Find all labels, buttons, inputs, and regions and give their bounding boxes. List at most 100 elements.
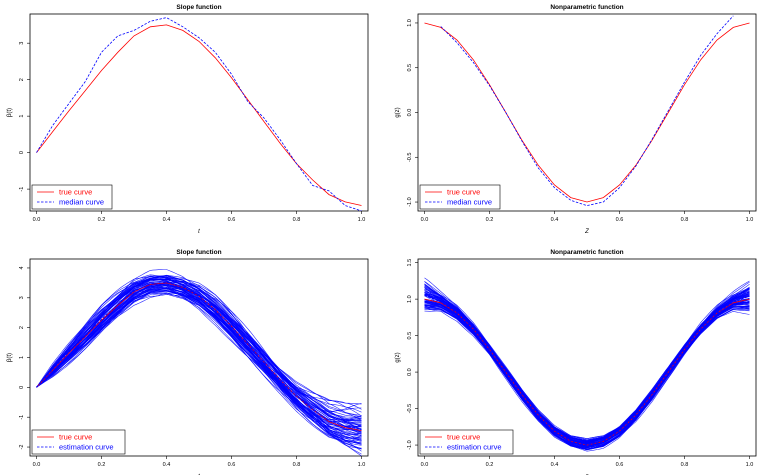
x-tick-label: 0.8 bbox=[681, 462, 689, 468]
x-tick-label: 0.0 bbox=[33, 462, 41, 468]
replicate-curve bbox=[424, 286, 750, 443]
series-line-true-curve bbox=[36, 24, 362, 206]
plot-area bbox=[36, 269, 362, 456]
replicate-curve bbox=[36, 277, 362, 417]
replicate-curve bbox=[36, 290, 362, 449]
legend-box bbox=[419, 429, 514, 455]
legend-label: true curve bbox=[447, 433, 480, 442]
x-tick-label: 0.0 bbox=[421, 217, 429, 223]
x-axis-label: t bbox=[198, 229, 200, 235]
replicate-curve bbox=[424, 292, 750, 440]
replicate-curve bbox=[36, 290, 362, 441]
x-tick-label: 0.6 bbox=[228, 217, 236, 223]
y-tick-label: 1.0 bbox=[407, 295, 413, 303]
y-tick-label: -1 bbox=[19, 187, 25, 192]
replicate-curve bbox=[424, 293, 750, 445]
plot-area bbox=[424, 15, 750, 207]
series-line-true-curve bbox=[424, 298, 750, 446]
y-tick-label: -1.0 bbox=[407, 197, 413, 206]
replicate-curve bbox=[424, 298, 750, 447]
y-tick-label: 0 bbox=[19, 151, 25, 154]
y-axis-label: g(z) bbox=[395, 107, 401, 117]
replicate-curve bbox=[36, 290, 362, 445]
replicate-curve bbox=[424, 294, 750, 445]
x-tick-label: 0.8 bbox=[681, 217, 689, 223]
chart-panel-3: Slope functiontβ(t)0.00.20.40.60.81.0-2-… bbox=[7, 249, 369, 475]
replicate-curve bbox=[424, 295, 750, 443]
replicate-curve bbox=[424, 295, 750, 446]
y-tick-label: 1.5 bbox=[407, 259, 413, 267]
replicate-curve bbox=[424, 292, 750, 444]
plot-area bbox=[424, 277, 750, 452]
x-tick-label: 0.6 bbox=[616, 217, 624, 223]
replicate-curve bbox=[36, 288, 362, 450]
series-line-estimation-curve bbox=[36, 281, 362, 430]
replicate-curve bbox=[424, 289, 750, 446]
plot-frame bbox=[417, 258, 757, 457]
y-tick-label: 2 bbox=[19, 78, 25, 81]
x-tick-label: 0.2 bbox=[98, 217, 106, 223]
replicate-curve bbox=[424, 287, 750, 446]
x-tick-label: 0.0 bbox=[421, 462, 429, 468]
y-tick-label: 0 bbox=[19, 386, 25, 389]
chart-title: Slope function bbox=[176, 4, 221, 11]
legend-box bbox=[31, 429, 126, 455]
replicate-curve bbox=[36, 275, 362, 416]
chart-panel-2: Nonparametric function Zg(z) 0.0 0.2 0.4 0.6 0… bbox=[395, 4, 757, 235]
y-tick-label: 0.5 bbox=[407, 64, 413, 72]
x-tick-label: 0.0 bbox=[33, 217, 41, 223]
replicate-curve bbox=[424, 284, 750, 442]
legend-label: true curve bbox=[59, 433, 92, 442]
replicate-curve bbox=[424, 287, 750, 443]
replicate-curve bbox=[424, 306, 750, 451]
legend-label: median curve bbox=[447, 198, 492, 207]
replicate-curve bbox=[424, 298, 750, 448]
replicate-curve bbox=[424, 289, 750, 445]
x-tick-label: 1.0 bbox=[358, 217, 366, 223]
legend-label: estimation curve bbox=[59, 443, 114, 452]
plot-frame bbox=[29, 13, 369, 212]
replicate-curve bbox=[36, 285, 362, 444]
replicate-curve bbox=[424, 299, 750, 446]
x-tick-label: 0.8 bbox=[293, 462, 301, 468]
x-tick-label: 0.4 bbox=[551, 462, 559, 468]
replicate-curve bbox=[424, 281, 750, 441]
y-tick-label: 0.0 bbox=[407, 109, 413, 117]
replicate-curve bbox=[424, 290, 750, 443]
y-tick-label: 1.0 bbox=[407, 19, 413, 27]
replicate-curve bbox=[36, 289, 362, 455]
replicate-curve bbox=[424, 281, 750, 444]
replicate-curve bbox=[36, 279, 362, 405]
replicate-curve bbox=[424, 287, 750, 442]
x-tick-label: 0.2 bbox=[98, 462, 106, 468]
replicate-curve bbox=[424, 306, 750, 449]
legend-label: true curve bbox=[447, 188, 480, 197]
y-tick-label: -0.5 bbox=[407, 404, 413, 413]
plot-area bbox=[36, 17, 362, 211]
y-axis-label: β(t) bbox=[7, 353, 13, 362]
legend-label: true curve bbox=[59, 188, 92, 197]
replicate-curve bbox=[424, 294, 750, 444]
series-line-median-curve bbox=[440, 15, 734, 207]
y-tick-label: -0.5 bbox=[407, 153, 413, 162]
replicate-curve bbox=[424, 294, 750, 446]
x-tick-label: 0.8 bbox=[293, 217, 301, 223]
y-tick-label: 1 bbox=[19, 356, 25, 359]
replicate-curve bbox=[424, 294, 750, 448]
y-tick-label: -2 bbox=[19, 445, 25, 450]
x-tick-label: 0.6 bbox=[616, 462, 624, 468]
replicate-curve bbox=[36, 292, 362, 452]
replicate-curve bbox=[424, 293, 750, 444]
replicate-curve bbox=[424, 290, 750, 446]
replicate-curve bbox=[424, 298, 750, 446]
replicate-curve bbox=[424, 289, 750, 444]
x-tick-label: 0.6 bbox=[228, 462, 236, 468]
estimation-band bbox=[36, 269, 362, 456]
y-tick-label: 3 bbox=[19, 42, 25, 45]
replicate-curve bbox=[424, 294, 750, 441]
